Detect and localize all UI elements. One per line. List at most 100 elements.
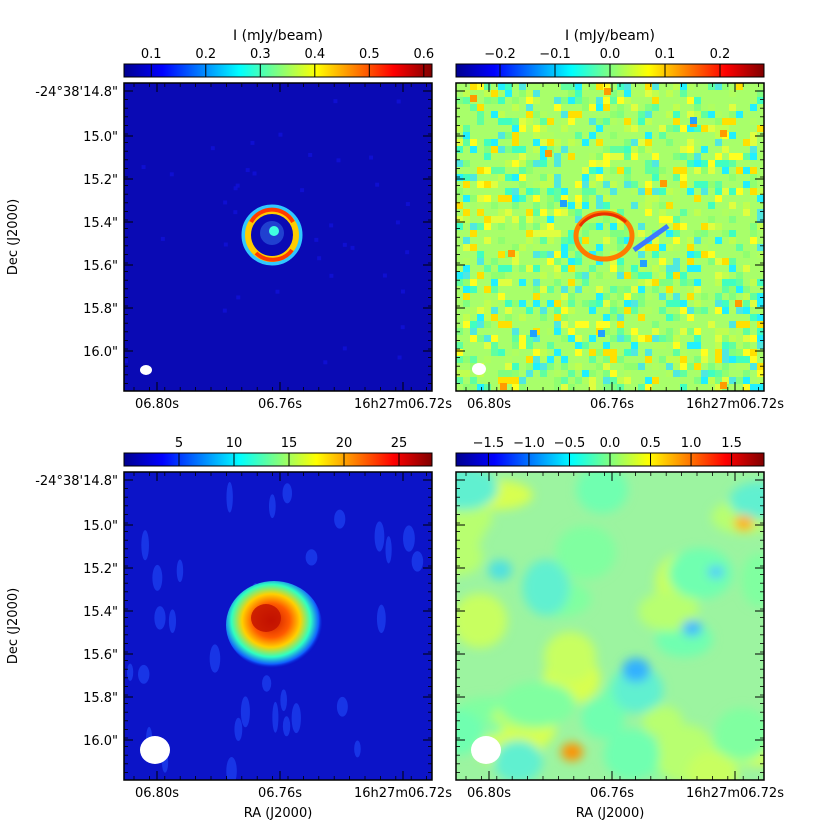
colorbar-label: I (mJy/beam) bbox=[565, 28, 655, 44]
noise-pixel bbox=[617, 258, 624, 265]
noise-pixel bbox=[687, 258, 694, 265]
noise-pixel bbox=[715, 160, 722, 167]
noise-pixel bbox=[736, 356, 743, 363]
noise-pixel bbox=[547, 258, 554, 265]
noise-pixel bbox=[519, 300, 526, 307]
noise-pixel bbox=[694, 335, 701, 342]
residual-ring-peak bbox=[578, 212, 628, 227]
noise-pixel bbox=[533, 356, 540, 363]
noise-pixel bbox=[526, 118, 533, 125]
noise-pixel bbox=[715, 195, 722, 202]
noise-pixel bbox=[666, 125, 673, 132]
noise-pixel bbox=[645, 167, 652, 174]
noise-pixel bbox=[687, 279, 694, 286]
noise-pixel bbox=[498, 251, 505, 258]
noise-pixel bbox=[757, 293, 764, 300]
noise-pixel bbox=[596, 286, 603, 293]
noise-pixel bbox=[533, 223, 540, 230]
noise-pixel bbox=[757, 377, 764, 384]
noise-pixel bbox=[554, 97, 561, 104]
noise-pixel bbox=[484, 307, 491, 314]
noise-pixel bbox=[589, 104, 596, 111]
noise-pixel bbox=[491, 335, 498, 342]
noise-streak bbox=[376, 604, 386, 634]
noise-pixel bbox=[589, 195, 596, 202]
noise-pixel bbox=[610, 335, 617, 342]
noise-pixel bbox=[750, 300, 757, 307]
noise-pixel bbox=[631, 90, 638, 97]
noise-pixel bbox=[652, 167, 659, 174]
noise-pixel bbox=[533, 251, 540, 258]
noise-pixel bbox=[743, 363, 750, 370]
noise-pixel bbox=[470, 244, 477, 251]
noise-pixel bbox=[526, 111, 533, 118]
noise-pixel bbox=[561, 356, 568, 363]
noise-pixel bbox=[652, 363, 659, 370]
noise-pixel bbox=[757, 321, 764, 328]
noise-pixel bbox=[470, 230, 477, 237]
noise-pixel bbox=[722, 300, 729, 307]
noise-pixel bbox=[617, 209, 624, 216]
noise-pixel bbox=[624, 300, 631, 307]
noise-pixel bbox=[666, 363, 673, 370]
noise-pixel bbox=[561, 230, 568, 237]
noise-pixel bbox=[596, 293, 603, 300]
noise-pixel bbox=[463, 265, 470, 272]
noise-pixel bbox=[477, 83, 484, 90]
noise-pixel bbox=[638, 300, 645, 307]
noise-pixel bbox=[687, 244, 694, 251]
noise-pixel bbox=[533, 335, 540, 342]
noise-pixel bbox=[505, 188, 512, 195]
noise-pixel bbox=[561, 300, 568, 307]
noise-pixel bbox=[491, 139, 498, 146]
colorbar-tick-label: −1.5 bbox=[473, 436, 505, 451]
colorbar-tick-label: 0.2 bbox=[710, 47, 731, 62]
noise-pixel bbox=[582, 237, 589, 244]
noise-pixel bbox=[561, 195, 568, 202]
noise-streak bbox=[168, 609, 177, 633]
noise-pixel bbox=[617, 223, 624, 230]
noise-pixel bbox=[708, 104, 715, 111]
noise-pixel bbox=[561, 314, 568, 321]
noise-pixel bbox=[568, 202, 575, 209]
noise-pixel bbox=[512, 370, 519, 377]
noise-speckle bbox=[160, 236, 165, 241]
noise-pixel bbox=[666, 286, 673, 293]
noise-pixel bbox=[526, 104, 533, 111]
noise-pixel bbox=[589, 188, 596, 195]
noise-pixel bbox=[750, 279, 757, 286]
noise-pixel bbox=[484, 146, 491, 153]
colorbar-tick-label: −0.1 bbox=[539, 47, 571, 62]
noise-pixel bbox=[750, 146, 757, 153]
noise-speckle bbox=[141, 165, 146, 170]
noise-pixel bbox=[505, 265, 512, 272]
noise-pixel bbox=[603, 237, 610, 244]
y-tick-label: 15.2" bbox=[83, 562, 118, 577]
noise-pixel bbox=[463, 370, 470, 377]
noise-pixel bbox=[652, 188, 659, 195]
noise-pixel bbox=[582, 230, 589, 237]
noise-streak bbox=[385, 536, 392, 564]
noise-pixel bbox=[722, 356, 729, 363]
noise-pixel bbox=[575, 132, 582, 139]
noise-pixel bbox=[477, 202, 484, 209]
noise-pixel bbox=[596, 97, 603, 104]
noise-hot-pixel bbox=[500, 383, 507, 390]
noise-pixel bbox=[456, 202, 463, 209]
noise-pixel bbox=[659, 216, 666, 223]
noise-pixel bbox=[568, 90, 575, 97]
noise-pixel bbox=[582, 279, 589, 286]
noise-pixel bbox=[533, 244, 540, 251]
noise-pixel bbox=[624, 377, 631, 384]
residual-feature bbox=[734, 515, 754, 531]
noise-speckle bbox=[400, 325, 405, 330]
noise-pixel bbox=[470, 335, 477, 342]
noise-pixel bbox=[631, 349, 638, 356]
noise-pixel bbox=[554, 307, 561, 314]
colorbar-tick-label: 25 bbox=[391, 436, 408, 451]
noise-pixel bbox=[624, 83, 631, 90]
noise-pixel bbox=[589, 370, 596, 377]
noise-pixel bbox=[694, 286, 701, 293]
noise-pixel bbox=[568, 335, 575, 342]
noise-pixel bbox=[568, 209, 575, 216]
